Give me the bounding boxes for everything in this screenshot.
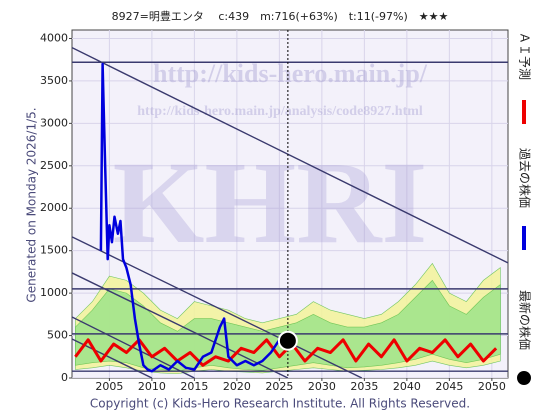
x-tick-label: 2030 xyxy=(308,380,336,393)
x-tick-label: 2045 xyxy=(435,380,463,393)
x-tick-label: 2010 xyxy=(138,380,166,393)
plot: KHRI http://kids-hero.main.jp/http://kids… xyxy=(72,30,508,378)
watermark: KHRI xyxy=(113,137,428,268)
x-tick-label: 2005 xyxy=(95,380,123,393)
x-tick-label: 2050 xyxy=(478,380,506,393)
x-tick-label: 2020 xyxy=(223,380,251,393)
y-tick-label: 3500 xyxy=(40,74,68,87)
x-tick-label: 2040 xyxy=(393,380,421,393)
y-tick-label: 2500 xyxy=(40,159,68,172)
watermark: http://kids-hero.main.jp/analysis/code89… xyxy=(137,104,423,119)
price-line xyxy=(99,62,285,373)
y-tick-label: 4000 xyxy=(40,31,68,44)
footer: Copyright (c) Kids-Hero Research Institu… xyxy=(90,397,470,411)
y-tick-label: 500 xyxy=(47,329,68,342)
y-tick-label: 2000 xyxy=(40,201,68,214)
trend-line xyxy=(72,47,508,264)
trend-line xyxy=(72,272,289,378)
x-tick-label: 2015 xyxy=(180,380,208,393)
y-tick-label: 3000 xyxy=(40,116,68,129)
legend-label: 過去の株価 xyxy=(518,148,533,208)
current-point xyxy=(277,330,298,351)
legend-label: ＡＩ予測 xyxy=(518,32,532,80)
x-tick-label: 2035 xyxy=(350,380,378,393)
generated-label: Generated on Monday 2026/1/5. xyxy=(25,107,39,302)
x-tick-label: 2025 xyxy=(265,380,293,393)
legend-label: 最新の株価 xyxy=(518,290,533,350)
y-tick-label: 1000 xyxy=(40,286,68,299)
legend-swatch xyxy=(517,371,531,385)
y-tick-label: 0 xyxy=(61,371,68,384)
watermark: http://kids-hero.main.jp/ xyxy=(153,59,428,88)
chart-title: 8927=明豊エンタ c:439 m:716(+63%) t:11(-97%) … xyxy=(112,10,449,23)
y-tick-label: 1500 xyxy=(40,244,68,257)
